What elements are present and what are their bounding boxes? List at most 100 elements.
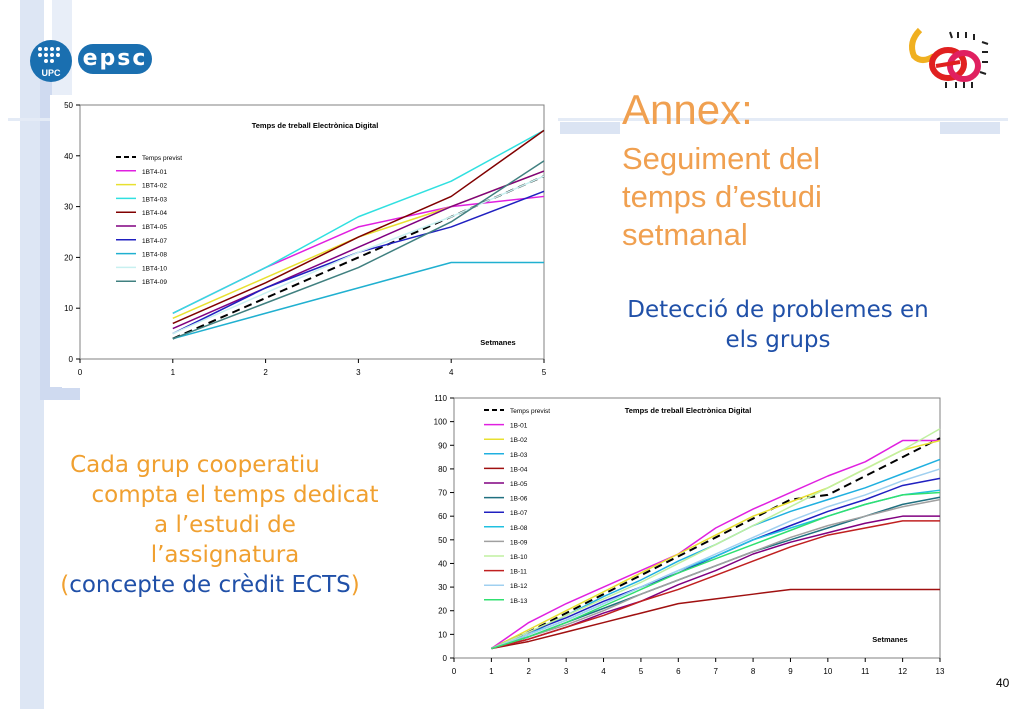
chart-1-bt4: 0 10 20 30 40 50 0 1 2 3 4 5 Temps de treball Electr… <box>50 95 558 387</box>
page-number: 40 <box>996 676 1010 690</box>
series-line <box>172 175 545 335</box>
paren-open: ( <box>60 572 70 598</box>
x-axis-label: Setmanes <box>872 635 907 644</box>
plot-area-border <box>79 104 545 360</box>
series-line <box>172 261 544 340</box>
x-tick-label: 5 <box>542 368 547 377</box>
ects-text: concepte de crèdit ECTS <box>69 572 351 598</box>
x-tick-label: 6 <box>676 667 681 676</box>
plot-area-border <box>453 397 941 659</box>
legend-label: 1BT4-09 <box>142 279 167 286</box>
legend-label: 1B-11 <box>510 569 527 576</box>
x-tick-label: 2 <box>527 667 532 676</box>
legend-label: 1BT4-04 <box>142 210 167 217</box>
paren-close: ) <box>350 572 360 598</box>
subtitle-line: setmanal <box>622 217 748 252</box>
legend-label: 1BT4-02 <box>142 183 167 190</box>
y-tick-label: 0 <box>69 355 74 364</box>
x-tick-label: 4 <box>601 667 606 676</box>
legend-label: 1B-05 <box>510 481 528 488</box>
series-line <box>490 439 940 650</box>
series-line <box>172 175 545 340</box>
x-tick-label: 5 <box>639 667 644 676</box>
x-tick-label: 3 <box>356 368 361 377</box>
chart-title: Temps de treball Electrònica Digital <box>625 406 752 415</box>
subtitle-line: Seguiment del <box>622 141 821 176</box>
y-tick-label: 40 <box>438 559 447 568</box>
x-axis-label: Setmanes <box>480 338 515 347</box>
x-tick-label: 13 <box>936 667 945 676</box>
y-tick-label: 30 <box>438 583 447 592</box>
legend-label: 1B-06 <box>510 496 528 503</box>
decor-bar-horizontal-4 <box>40 388 80 400</box>
detection-line: Detecció de problemes en <box>627 297 929 323</box>
left-text-block: Cada grup cooperatiu compta el temps ded… <box>40 450 410 600</box>
decor-bar-horizontal-3 <box>940 122 1000 134</box>
legend-label: 1BT4-01 <box>142 169 167 176</box>
upc-logo: UPC <box>30 40 72 82</box>
series-line <box>491 498 941 650</box>
series-line <box>491 515 940 650</box>
x-tick-label: 0 <box>452 667 457 676</box>
legend-label: 1B-08 <box>510 525 528 532</box>
x-tick-label: 1 <box>171 368 176 377</box>
y-tick-label: 90 <box>438 441 447 450</box>
legend-label: 1BT4-03 <box>142 196 167 203</box>
y-tick-label: 80 <box>438 465 447 474</box>
y-tick-label: 10 <box>64 304 73 313</box>
y-tick-label: 50 <box>438 536 447 545</box>
legend-label: Temps previst <box>142 155 182 162</box>
left-text-line: a l’estudi de <box>154 512 296 538</box>
epsc-logo: epsc <box>78 44 152 74</box>
legend-label: 1B-01 <box>510 423 528 430</box>
slide-subtitle: Seguiment del temps d’estudi setmanal <box>622 140 922 254</box>
x-tick-label: 10 <box>823 667 832 676</box>
x-tick-label: 2 <box>263 368 268 377</box>
y-tick-label: 40 <box>64 152 73 161</box>
detection-text: Detecció de problemes en els grups <box>598 295 958 355</box>
y-tick-label: 50 <box>64 101 73 110</box>
y-tick-label: 20 <box>64 253 73 262</box>
legend-label: Temps previst <box>510 408 550 415</box>
left-text-line: Cada grup cooperatiu <box>70 452 320 478</box>
legend-label: 1BT4-08 <box>142 252 167 259</box>
x-tick-label: 12 <box>898 667 907 676</box>
detection-line: els grups <box>725 327 831 353</box>
series-line <box>491 520 940 650</box>
series-line <box>491 428 941 650</box>
legend-label: 1BT4-05 <box>142 224 167 231</box>
series-line <box>491 588 940 650</box>
legend-label: 1B-09 <box>510 539 528 546</box>
series-line <box>491 491 941 650</box>
series-line <box>172 129 545 325</box>
chart-title: Temps de treball Electrònica Digital <box>252 121 379 130</box>
x-tick-label: 4 <box>449 368 454 377</box>
legend-label: 1B-03 <box>510 452 528 459</box>
y-tick-label: 110 <box>434 394 447 403</box>
x-tick-label: 9 <box>788 667 793 676</box>
x-tick-label: 1 <box>489 667 494 676</box>
legend-label: 1B-12 <box>510 583 528 590</box>
y-tick-label: 30 <box>64 203 73 212</box>
upc-logo-text: UPC <box>41 68 61 78</box>
slide-title: Annex: <box>622 86 753 133</box>
y-tick-label: 100 <box>434 418 448 427</box>
left-text-line: l’assignatura <box>150 542 300 568</box>
legend-label: 1B-10 <box>510 554 528 561</box>
series-line <box>490 437 941 650</box>
x-tick-label: 8 <box>751 667 756 676</box>
ee-logo-icon <box>909 27 989 88</box>
y-tick-label: 60 <box>438 512 447 521</box>
x-tick-label: 3 <box>564 667 569 676</box>
left-text-line: compta el temps dedicat <box>91 482 379 508</box>
y-tick-label: 10 <box>438 630 447 639</box>
y-tick-label: 70 <box>438 489 447 498</box>
series-line <box>172 129 545 314</box>
series-line <box>172 160 545 340</box>
left-text-ects-line: (concepte de crèdit ECTS) <box>40 570 410 600</box>
series-line <box>172 170 545 330</box>
x-tick-label: 7 <box>713 667 718 676</box>
y-tick-label: 0 <box>443 654 448 663</box>
subtitle-line: temps d’estudi <box>622 179 822 214</box>
